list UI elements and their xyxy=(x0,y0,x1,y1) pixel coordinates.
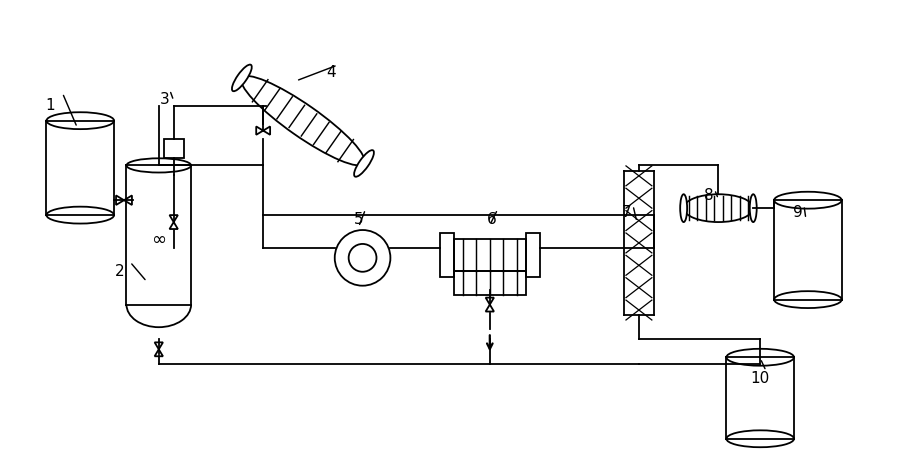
Bar xyxy=(454,271,525,295)
Ellipse shape xyxy=(231,64,252,91)
Bar xyxy=(525,233,540,277)
Text: 3: 3 xyxy=(160,92,169,107)
Text: 9: 9 xyxy=(793,205,802,219)
Bar xyxy=(454,239,525,271)
Bar xyxy=(164,139,184,158)
Text: 2: 2 xyxy=(115,264,124,279)
Text: 1: 1 xyxy=(46,98,55,113)
Text: 4: 4 xyxy=(326,65,336,80)
Ellipse shape xyxy=(354,150,374,177)
Ellipse shape xyxy=(680,194,687,222)
Bar xyxy=(440,233,454,277)
Text: 5: 5 xyxy=(354,212,363,226)
Ellipse shape xyxy=(749,194,757,222)
Text: ∞: ∞ xyxy=(151,231,167,249)
Text: 8: 8 xyxy=(704,188,714,203)
Text: 10: 10 xyxy=(750,371,770,386)
Text: 6: 6 xyxy=(487,212,497,226)
Text: 7: 7 xyxy=(622,205,631,219)
